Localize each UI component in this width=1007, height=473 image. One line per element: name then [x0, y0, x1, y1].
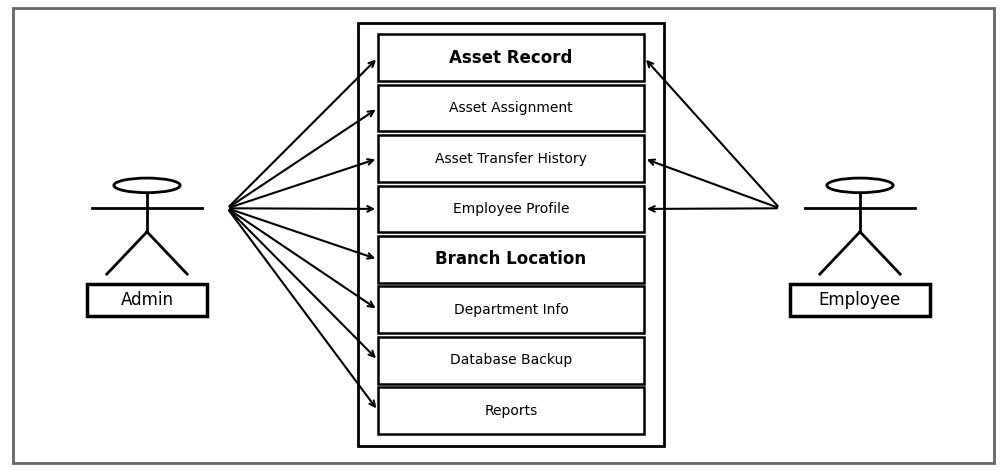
Text: Asset Record: Asset Record: [449, 49, 573, 67]
Bar: [378, 85, 644, 131]
Text: Admin: Admin: [121, 291, 173, 309]
Bar: [378, 35, 644, 81]
Text: Employee: Employee: [819, 291, 901, 309]
Ellipse shape: [827, 178, 893, 193]
Bar: [378, 236, 644, 283]
Bar: [378, 387, 644, 434]
Text: Department Info: Department Info: [453, 303, 569, 317]
Bar: [87, 283, 207, 316]
Bar: [378, 185, 644, 232]
Text: Reports: Reports: [484, 403, 538, 418]
Bar: [378, 135, 644, 182]
Bar: [789, 283, 930, 316]
Text: Asset Assignment: Asset Assignment: [449, 101, 573, 115]
Text: Database Backup: Database Backup: [450, 353, 572, 367]
Text: Asset Transfer History: Asset Transfer History: [435, 151, 587, 166]
Text: Branch Location: Branch Location: [435, 250, 587, 268]
Bar: [378, 287, 644, 333]
Bar: [378, 337, 644, 384]
Bar: [357, 23, 665, 446]
Text: Employee Profile: Employee Profile: [453, 202, 569, 216]
Ellipse shape: [114, 178, 180, 193]
